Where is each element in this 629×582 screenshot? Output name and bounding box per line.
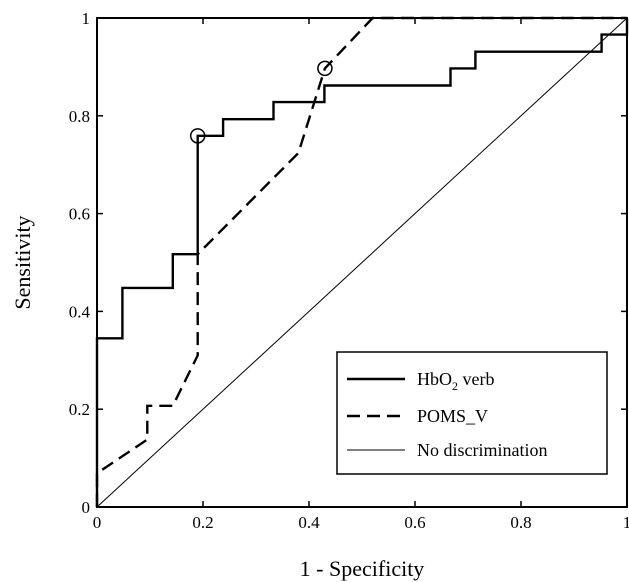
y-tick-label: 1 — [82, 9, 91, 28]
x-tick-label: 0.4 — [298, 513, 320, 532]
x-tick-label: 0 — [93, 513, 102, 532]
series-line-1 — [95, 16, 627, 507]
x-tick-label: 1 — [623, 513, 629, 532]
y-tick-label: 0.8 — [69, 107, 90, 126]
series-line-0 — [95, 18, 629, 507]
legend-box — [336, 351, 608, 475]
y-tick-label: 0 — [82, 498, 91, 517]
series-line-2 — [96, 17, 628, 508]
y-tick-label: 0.4 — [69, 302, 91, 321]
series-layer — [95, 16, 629, 508]
series-0-marker-0 — [189, 128, 206, 144]
x-tick-label: 0.6 — [404, 513, 425, 532]
legend-label-1: POMS_V — [417, 406, 488, 426]
x-tick-label: 0.8 — [510, 513, 531, 532]
y-axis-label: Sensitivity — [10, 215, 35, 309]
y-tick-label: 0.2 — [69, 400, 90, 419]
legend: HbO2 verb POMS_V No discrimination — [336, 351, 608, 475]
plot-area-frame — [96, 17, 628, 508]
x-tick-label: 0.2 — [192, 513, 213, 532]
legend-label-0: HbO2 verb — [417, 369, 494, 393]
series-1-marker-0 — [317, 60, 333, 77]
legend-label-2: No discrimination — [417, 440, 547, 460]
y-tick-label: 0.6 — [69, 205, 90, 224]
axis-ticks: 0 0.2 0.4 0.6 0.8 1 0 0.2 0.4 0.6 0.8 1 — [69, 9, 629, 532]
x-axis-label: 1 - Specificity — [300, 556, 425, 581]
